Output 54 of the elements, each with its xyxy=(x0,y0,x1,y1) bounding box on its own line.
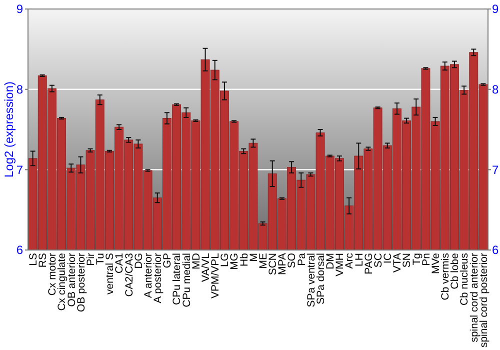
y-tick-label: 9 xyxy=(16,2,24,16)
x-tick-label: Cb lobe xyxy=(449,252,462,290)
x-tick-label: VA/VL xyxy=(200,252,212,282)
x-tick-label: VMH xyxy=(334,253,346,276)
x-tick-label: Tg xyxy=(410,252,423,266)
x-tick-label: Hb xyxy=(238,252,250,266)
x-tick-label: MVe xyxy=(430,252,442,274)
x-tick-label: RS xyxy=(37,253,50,268)
x-tick-label: VTA xyxy=(392,253,404,273)
x-tick-label: LS xyxy=(27,253,40,266)
x-tick-label: Pir xyxy=(84,252,97,266)
x-tick-label: PAG xyxy=(362,253,375,274)
x-tick-label: Cb nucleus xyxy=(458,253,471,306)
x-tick-label: VPM/VPL xyxy=(210,252,222,299)
x-tick-label: MD xyxy=(190,252,202,270)
x-tick-label: CA1 xyxy=(114,252,126,274)
x-tick-label: MG xyxy=(228,253,241,270)
x-tick-label: OB posterior xyxy=(75,252,88,312)
x-tick-label: CPu medial xyxy=(180,253,193,308)
x-tick-label: spinal cord anterior xyxy=(468,252,480,342)
y2-tick-label: 7 xyxy=(492,162,499,177)
x-tick-label: M xyxy=(248,253,260,262)
y-axis-title: Log2 (expression) xyxy=(2,81,16,178)
x-tick-label: LH xyxy=(353,253,366,266)
x-tick-label: ME xyxy=(257,253,270,269)
y-tick-label: 6 xyxy=(16,243,24,258)
x-tick-label: Arc xyxy=(344,253,356,269)
y-tick-label: 8 xyxy=(16,82,24,97)
x-tick-label: SCN xyxy=(267,253,280,276)
x-tick-label: MPA xyxy=(276,253,289,275)
x-tick-label: A anterior xyxy=(142,252,154,298)
x-tick-label: Pa xyxy=(296,252,308,266)
x-tick-label: SN xyxy=(401,253,414,268)
x-tick-label: A posterior xyxy=(152,252,164,304)
x-tick-label: DG xyxy=(132,253,145,269)
x-tick-label: CA2/CA3 xyxy=(123,252,136,297)
x-tick-label: SO xyxy=(286,253,298,268)
x-tick-label: CPu lateral xyxy=(171,253,184,305)
x-tick-label: LG xyxy=(219,253,232,268)
x-tick-label: spinal cord posterior xyxy=(478,252,490,348)
x-tick-label: GP xyxy=(162,253,174,268)
y2-tick-label: 9 xyxy=(492,2,499,16)
x-tick-label: Tu xyxy=(94,252,107,265)
y-tick-label: 7 xyxy=(16,162,24,177)
x-tick-label: Cx cingulate xyxy=(56,252,68,311)
y2-tick-label: 6 xyxy=(492,243,499,258)
x-tick-label: ventral S xyxy=(104,253,116,294)
y2-tick-label: 8 xyxy=(492,82,499,97)
x-tick-label: SPa dorsal xyxy=(314,253,327,304)
x-tick-label: SC xyxy=(372,252,384,268)
x-tick-label: SPa ventral xyxy=(305,253,318,308)
x-tick-label: OB anterior xyxy=(66,252,78,307)
x-tick-label: DM xyxy=(324,253,337,270)
x-tick-label: IC xyxy=(382,252,394,264)
